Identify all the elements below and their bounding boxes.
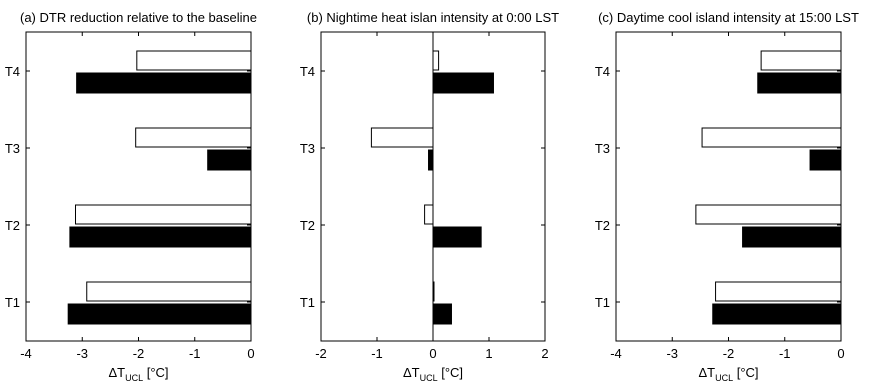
x-axis-label-main: ΔT xyxy=(698,365,715,380)
white-bar-t1 xyxy=(86,281,252,302)
x-tick-label: -4 xyxy=(610,346,622,361)
x-tick-label: -2 xyxy=(315,346,327,361)
category-label: T3 xyxy=(5,141,20,156)
panel-3: (c) Daytime cool island intensity at 15:… xyxy=(595,10,859,383)
x-tick-label: 2 xyxy=(541,346,548,361)
x-axis-label-unit: [°C] xyxy=(143,365,168,380)
white-bar-t3 xyxy=(370,127,434,148)
white-bar-t1 xyxy=(715,281,842,302)
black-bar-t1 xyxy=(432,303,452,325)
panel-title: (a) DTR reduction relative to the baseli… xyxy=(20,10,257,25)
x-axis-label: ΔTUCL [°C] xyxy=(403,365,463,383)
category-label: T3 xyxy=(300,141,315,156)
x-tick-label: -4 xyxy=(20,346,32,361)
white-bar-t3 xyxy=(135,127,252,148)
x-axis-label-unit: [°C] xyxy=(733,365,758,380)
x-tick-label: -1 xyxy=(189,346,201,361)
category-label: T2 xyxy=(5,218,20,233)
category-label: T2 xyxy=(595,218,610,233)
white-bar-t4 xyxy=(760,50,842,71)
x-tick-label: -2 xyxy=(133,346,145,361)
x-tick-label: -3 xyxy=(666,346,678,361)
x-tick-label: -2 xyxy=(723,346,735,361)
white-bar-t4 xyxy=(136,50,252,71)
black-bar-t2 xyxy=(432,226,482,248)
x-axis-label-subscript: UCL xyxy=(715,373,733,383)
category-label: T1 xyxy=(595,295,610,310)
x-tick-label: -1 xyxy=(371,346,383,361)
black-bar-t3 xyxy=(809,149,842,171)
category-label: T4 xyxy=(300,64,315,79)
x-tick-label: 0 xyxy=(429,346,436,361)
panel-1: (a) DTR reduction relative to the baseli… xyxy=(5,10,257,383)
category-label: T3 xyxy=(595,141,610,156)
white-bar-t3 xyxy=(701,127,842,148)
white-bar-t2 xyxy=(424,204,434,225)
x-axis-label-main: ΔT xyxy=(403,365,420,380)
black-bar-t1 xyxy=(712,303,842,325)
white-bar-t2 xyxy=(695,204,842,225)
category-label: T2 xyxy=(300,218,315,233)
x-axis-label: ΔTUCL [°C] xyxy=(108,365,168,383)
white-bar-t4 xyxy=(432,50,440,71)
x-tick-label: 0 xyxy=(247,346,254,361)
black-bar-t3 xyxy=(428,149,434,171)
x-tick-label: -3 xyxy=(76,346,88,361)
black-bar-t4 xyxy=(757,72,842,94)
black-bar-t3 xyxy=(207,149,252,171)
x-axis-label-subscript: UCL xyxy=(125,373,143,383)
panel-2: (b) Nightime heat islan intensity at 0:0… xyxy=(300,10,559,383)
category-label: T1 xyxy=(300,295,315,310)
x-axis-label-unit: [°C] xyxy=(438,365,463,380)
black-bar-t1 xyxy=(67,303,252,325)
black-bar-t2 xyxy=(742,226,842,248)
category-label: T4 xyxy=(595,64,610,79)
x-tick-label: 0 xyxy=(837,346,844,361)
x-tick-label: -1 xyxy=(779,346,791,361)
panel-title: (b) Nightime heat islan intensity at 0:0… xyxy=(307,10,559,25)
black-bar-t4 xyxy=(432,72,494,94)
category-label: T1 xyxy=(5,295,20,310)
white-bar-t1 xyxy=(432,281,435,302)
x-axis-label-main: ΔT xyxy=(108,365,125,380)
x-tick-label: 1 xyxy=(485,346,492,361)
panel-title: (c) Daytime cool island intensity at 15:… xyxy=(598,10,859,25)
black-bar-t4 xyxy=(76,72,252,94)
x-axis-label-subscript: UCL xyxy=(420,373,438,383)
black-bar-t2 xyxy=(69,226,252,248)
white-bar-t2 xyxy=(75,204,252,225)
x-axis-label: ΔTUCL [°C] xyxy=(698,365,758,383)
category-label: T4 xyxy=(5,64,20,79)
